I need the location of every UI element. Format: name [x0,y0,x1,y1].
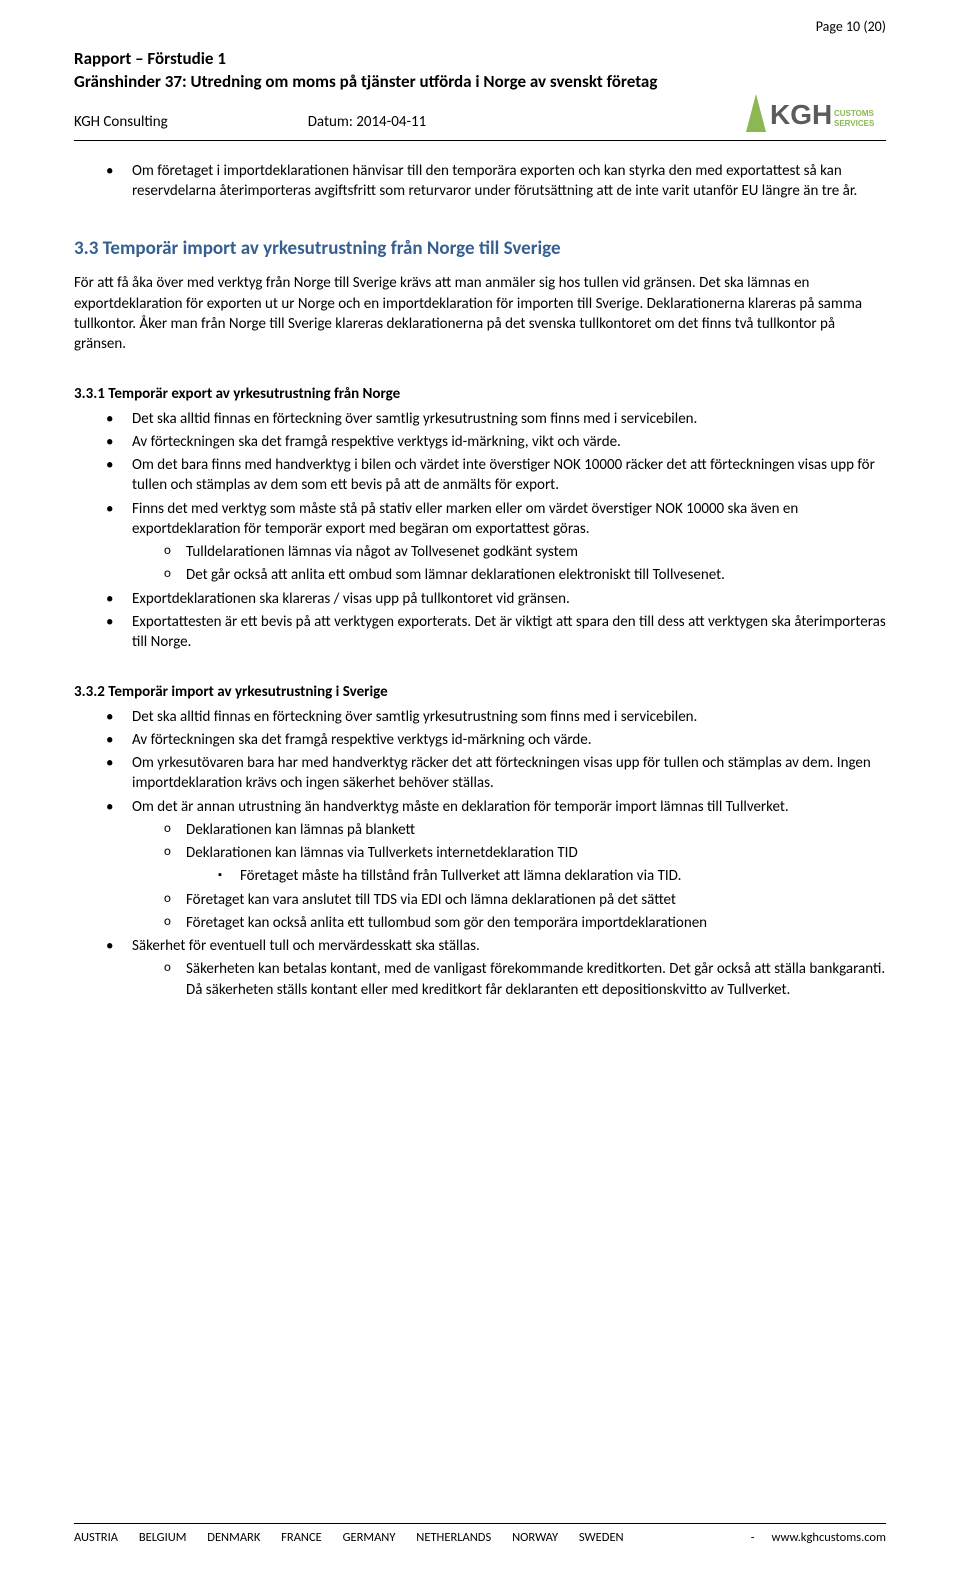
footer-country: AUSTRIA [74,1530,118,1545]
footer-country: GERMANY [343,1530,396,1545]
footer-country: BELGIUM [139,1530,187,1545]
list-item: Deklarationen kan lämnas via Tullverkets… [164,843,886,887]
footer-country: SWEDEN [579,1530,624,1545]
list-item: Om yrkesutövaren bara har med handverkty… [106,753,886,794]
list-item: Det ska alltid finnas en förteckning öve… [106,409,886,429]
section-332-list: Det ska alltid finnas en förteckning öve… [74,707,886,1000]
list-item: Om företaget i importdeklarationen hänvi… [106,161,886,202]
section-33-heading: 3.3 Temporär import av yrkesutrustning f… [74,236,886,262]
footer-url: www.kghcustoms.com [772,1530,886,1545]
footer-countries: AUSTRIA BELGIUM DENMARK FRANCE GERMANY N… [74,1530,642,1547]
footer-right: - www.kghcustoms.com [751,1530,886,1547]
list-item: Säkerheten kan betalas kontant, med de v… [164,959,886,1000]
kgh-logo: KGH CUSTOMS SERVICES [746,94,886,142]
list-item: Tulldelarationen lämnas via något av Tol… [164,542,886,562]
list-item: Exportattesten är ett bevis på att verkt… [106,612,886,653]
page-number: Page 10 (20) [816,18,886,37]
list-item: Av förteckningen ska det framgå respekti… [106,730,886,750]
list-item: Företaget kan vara anslutet till TDS via… [164,890,886,910]
section-331-sublist: Tulldelarationen lämnas via något av Tol… [132,542,886,586]
logo-brand-text: KGH [770,99,832,130]
document-date: Datum: 2014-04-11 [308,112,427,132]
footer-separator: - [751,1530,755,1545]
list-item: Säkerhet för eventuell tull och mervärde… [106,936,886,1000]
list-item: Företaget måste ha tillstånd från Tullve… [218,866,886,886]
list-item: Om det är annan utrustning än handverkty… [106,797,886,934]
list-item: Det ska alltid finnas en förteckning öve… [106,707,886,727]
list-item-text: Om det är annan utrustning än handverkty… [132,798,789,816]
section-331-heading: 3.3.1 Temporär export av yrkesutrustning… [74,384,886,404]
list-item: Finns det med verktyg som måste stå på s… [106,499,886,586]
section-331-list: Det ska alltid finnas en förteckning öve… [74,409,886,653]
list-item: Exportdeklarationen ska klareras / visas… [106,589,886,609]
section-332-sublist-1: Deklarationen kan lämnas på blankett Dek… [132,820,886,933]
section-332-sublist-square: Företaget måste ha tillstånd från Tullve… [186,866,886,886]
section-332-heading: 3.3.2 Temporär import av yrkesutrustning… [74,682,886,702]
logo-sub1: CUSTOMS [834,109,875,118]
consultant-name: KGH Consulting [74,112,168,132]
list-item-text: Deklarationen kan lämnas via Tullverkets… [186,844,578,862]
list-item: Det går också att anlita ett ombud som l… [164,565,886,585]
document-page: Page 10 (20) Rapport – Förstudie 1 Gräns… [0,0,960,1577]
section-33-body: För att få åka över med verktyg från Nor… [74,273,886,354]
section-332-sublist-2: Säkerheten kan betalas kontant, med de v… [132,959,886,1000]
page-footer: AUSTRIA BELGIUM DENMARK FRANCE GERMANY N… [74,1523,886,1547]
footer-country: NORWAY [512,1530,558,1545]
footer-country: NETHERLANDS [416,1530,491,1545]
list-item: Företaget kan också anlita ett tullombud… [164,913,886,933]
list-item-text: Finns det med verktyg som måste stå på s… [132,500,798,538]
footer-country: FRANCE [281,1530,322,1545]
list-item: Deklarationen kan lämnas på blankett [164,820,886,840]
list-item: Om det bara finns med handverktyg i bile… [106,455,886,496]
intro-bullet-list: Om företaget i importdeklarationen hänvi… [74,161,886,202]
list-item-text: Säkerhet för eventuell tull och mervärde… [132,937,480,955]
report-title: Rapport – Förstudie 1 [74,48,886,71]
report-subtitle: Gränshinder 37: Utredning om moms på tjä… [74,71,886,94]
list-item: Av förteckningen ska det framgå respekti… [106,432,886,452]
logo-sub2: SERVICES [834,119,875,128]
footer-country: DENMARK [207,1530,260,1545]
